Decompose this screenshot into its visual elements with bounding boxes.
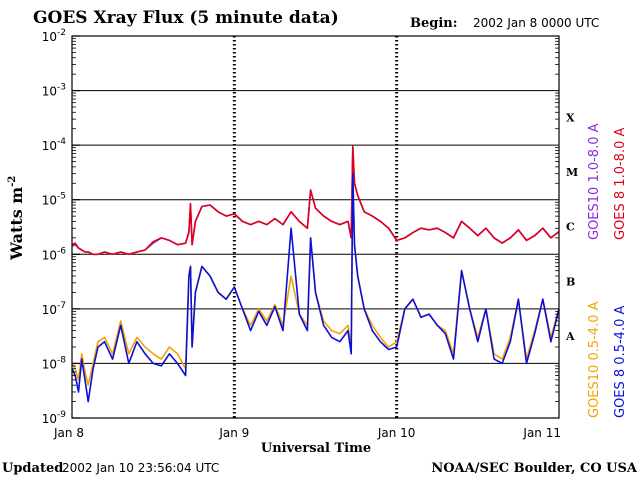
updated-label: Updated [2,461,63,476]
legend-item-1: GOES 8 1.0-8.0 A [613,128,628,240]
legend-item-3: GOES 8 0.5-4.0 A [613,306,628,418]
x-axis-title: Universal Time [261,441,371,456]
flare-class-x: X [566,112,575,125]
y-axis: 10-2 10-3 10-4 10-5 10-6 10-7 10-8 10-9 [42,28,559,426]
flare-class-c: C [566,221,575,234]
y-tick-label: 10-2 [42,28,66,44]
source-credit: NOAA/SEC Boulder, CO USA [431,461,638,476]
legend-item-2: GOES10 0.5-4.0 A [587,301,602,418]
y-tick-label: 10-7 [42,301,66,317]
series-line-0 [71,146,560,256]
legend-item-0: GOES10 1.0-8.0 A [587,123,602,240]
series-line-3 [71,172,560,403]
legend: GOES10 1.0-8.0 A GOES 8 1.0-8.0 A GOES10 0… [587,123,628,418]
flare-class-a: A [565,330,575,343]
x-tick-label: Jan 8 [53,426,84,440]
flare-class-b: B [566,275,575,288]
x-tick-label: Jan 9 [218,426,249,440]
chart-title: GOES Xray Flux (5 minute data) [33,8,339,28]
begin-label: Begin: [410,16,458,31]
series-line-1 [71,145,560,256]
y-tick-label: 10-8 [42,355,67,371]
plot-frame [71,35,560,419]
y-tick-label: 10-9 [42,410,67,426]
x-tick-label: Jan 11 [522,426,561,440]
series-layer [71,145,560,403]
y-tick-label: 10-3 [42,83,66,99]
y-tick-label: 10-4 [42,137,67,153]
x-tick-label: Jan 10 [377,426,416,440]
y-tick-label: 10-6 [42,246,67,262]
svg-text:Watts m-2: Watts m-2 [7,176,26,261]
begin-value: 2002 Jan 8 0000 UTC [473,16,599,30]
x-axis: Jan 8 Jan 9 Jan 10 Jan 11 [53,426,561,440]
y-axis-title-group: Watts m-2 [7,176,26,261]
flare-class-m: M [566,166,578,179]
grid-lines [72,35,559,419]
flare-class-labels: X M C B A [565,112,578,343]
y-tick-label: 10-5 [42,192,66,208]
y-axis-title-exponent: -2 [7,176,18,187]
y-axis-title: Watts m [7,187,26,261]
updated-value: 2002 Jan 10 23:56:04 UTC [62,461,219,475]
